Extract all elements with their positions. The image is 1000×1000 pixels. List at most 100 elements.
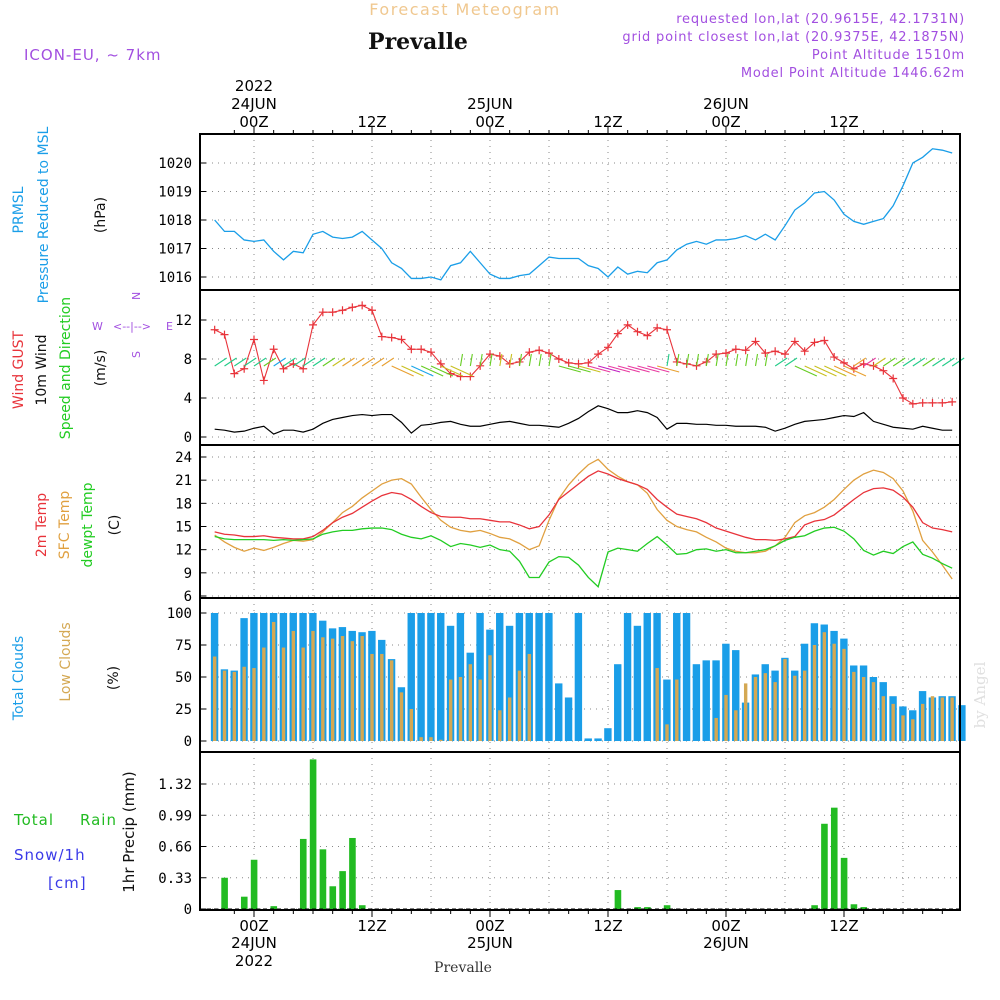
temp-2m-line: [214, 470, 953, 542]
total-cloud-bar: [623, 613, 632, 741]
gust-point: [938, 398, 947, 407]
low-cloud-bar: [940, 697, 945, 741]
wind-direction-arrow: [843, 365, 867, 377]
wind-direction-arrow: [548, 353, 552, 367]
gridpoint-coords: grid point closest lon,lat (20.9375E, 42…: [622, 30, 965, 45]
top-hour-label: 12Z: [829, 113, 858, 131]
wind-direction-arrow: [283, 357, 296, 367]
wind-direction-arrow: [253, 357, 267, 367]
gust-point: [751, 337, 760, 346]
y-tick-label: 21: [175, 473, 192, 489]
low-cloud-bar: [517, 670, 522, 741]
total-cloud-bar: [633, 625, 642, 741]
wind-direction-arrow: [873, 357, 886, 367]
wind-direction-arrow: [824, 365, 847, 377]
watermark: by Angel: [971, 661, 989, 728]
gust-point: [377, 332, 386, 341]
gust-point: [250, 335, 258, 344]
gust-point: [731, 345, 740, 354]
low-cloud-bar: [724, 694, 728, 741]
wind-direction-arrow: [371, 357, 385, 367]
sfc-temp-label: SFC Temp: [57, 491, 73, 560]
wind-direction-arrow: [814, 365, 837, 377]
gust-point: [889, 374, 898, 383]
gust-point: [358, 301, 367, 310]
gust-point: [368, 306, 376, 315]
wind-direction-arrow: [381, 357, 395, 367]
low-cloud-bar: [232, 671, 237, 741]
wind-direction-arrow: [234, 357, 247, 367]
wind-direction-arrow: [705, 353, 709, 367]
gust-point: [810, 338, 819, 347]
wind-direction-arrow: [735, 353, 739, 367]
low-cloud-bar: [360, 636, 364, 741]
wind-direction-arrow: [332, 357, 345, 367]
rain-bar: [250, 859, 258, 909]
low-cloud-bar: [507, 697, 512, 741]
bottom-hour-label: 00Z: [475, 917, 504, 935]
gust-point: [908, 399, 917, 408]
rain-bar: [309, 759, 317, 909]
total-cloud-bar: [643, 613, 651, 741]
gust-point: [466, 372, 475, 381]
low-cloud-bar: [321, 637, 325, 741]
temp-unit: (C): [107, 515, 123, 536]
wind-direction-arrow: [479, 353, 483, 367]
footer-station: Prevalle: [434, 960, 492, 976]
y-tick-label: 0.99: [158, 808, 192, 824]
gust-point: [633, 327, 642, 336]
wind-direction-arrow: [637, 365, 660, 373]
total-cloud-bar: [732, 650, 740, 741]
low-cloud-bar: [311, 630, 315, 741]
gust-point: [584, 358, 593, 367]
low-cloud-bar: [743, 683, 748, 741]
gust-point: [948, 397, 957, 406]
gust-point: [348, 303, 357, 312]
wind-direction-arrow: [853, 357, 867, 367]
y-tick-label: 9: [184, 566, 192, 582]
total-cloud-bar: [682, 613, 691, 741]
top-hour-label: 12Z: [357, 113, 386, 131]
low-cloud-bar: [350, 641, 355, 741]
low-cloud-bar: [655, 668, 659, 741]
low-clouds-label: Low Clouds: [58, 622, 74, 701]
compass-arrows: <--|-->: [113, 320, 151, 333]
wind-direction-arrow: [459, 353, 464, 367]
rain-label: Rain: [80, 811, 117, 829]
gust-point: [820, 336, 829, 345]
point-altitude: Point Altitude 1510m: [812, 48, 965, 63]
rain-bar: [840, 857, 848, 909]
wind-direction-arrow: [312, 357, 326, 367]
wind-direction-arrow: [293, 357, 306, 367]
rain-bar: [860, 907, 868, 909]
wind-direction-arrow: [804, 365, 827, 377]
y-tick-label: 8: [184, 352, 192, 368]
gust-point: [790, 337, 799, 346]
total-cloud-bar: [417, 613, 425, 741]
y-tick-label: 25: [175, 702, 192, 718]
gust-point: [653, 323, 662, 332]
gust-point: [663, 325, 671, 334]
top-year-label: 2022: [235, 77, 273, 95]
low-cloud-bar: [950, 697, 954, 741]
gust-point: [397, 335, 406, 344]
total-cloud-bar: [673, 613, 681, 741]
temp-2m-label: 2m Temp: [34, 493, 50, 557]
rain-bar: [644, 907, 651, 909]
wind-direction-arrow: [322, 357, 336, 367]
low-cloud-bar: [448, 679, 453, 741]
rain-bar: [850, 904, 858, 909]
wind-direction-arrow: [598, 365, 621, 373]
total-cloud-bar: [614, 664, 622, 741]
gust-point: [545, 349, 553, 358]
wind-direction-arrow: [401, 365, 424, 377]
sfc-temp-line: [214, 458, 953, 580]
total-rain-label: Total: [13, 811, 54, 829]
rain-bar: [299, 838, 307, 909]
low-cloud-bar: [842, 648, 846, 741]
total-cloud-bar: [722, 643, 730, 741]
low-cloud-bar: [222, 670, 227, 741]
top-hour-label: 00Z: [475, 113, 504, 131]
total-cloud-bar: [712, 660, 720, 741]
